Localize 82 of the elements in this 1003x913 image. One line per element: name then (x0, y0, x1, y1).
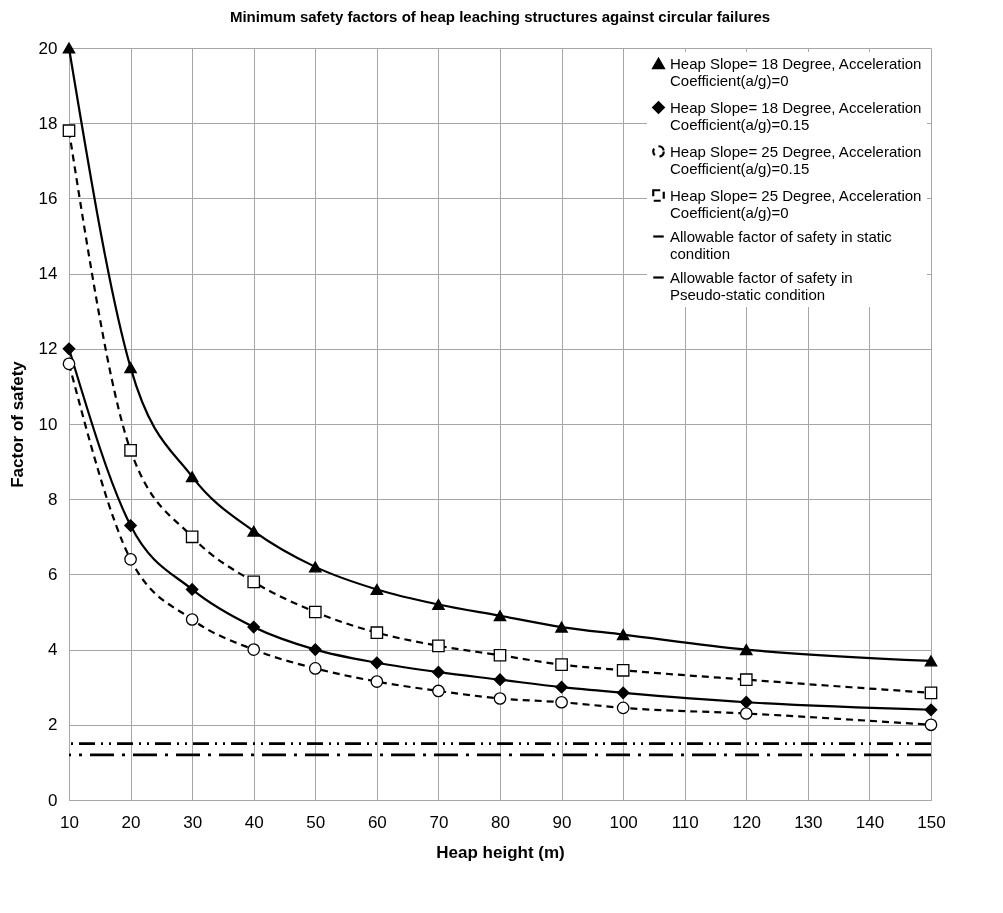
point (616, 663, 630, 677)
y-tick-label: 10 (38, 414, 58, 434)
point (432, 639, 445, 653)
x-tick-label: 60 (367, 812, 387, 832)
point (247, 643, 261, 656)
point (370, 656, 384, 670)
x-tick-label: 130 (794, 812, 823, 832)
y-tick-label: 2 (48, 715, 58, 735)
legend-label: Heap Slope= 25 Degree, Acceleration Coefficient(a/g)=0 (670, 186, 922, 221)
point (739, 673, 753, 687)
x-axis-title: Heap height (m) (436, 842, 565, 862)
point (493, 692, 507, 705)
point (739, 644, 753, 656)
y-tick-label: 6 (48, 564, 58, 584)
point (370, 675, 384, 688)
y-tick-label: 4 (48, 640, 58, 660)
point (924, 686, 938, 700)
y-tick-label: 0 (48, 790, 58, 810)
point (247, 525, 261, 537)
x-tick-label: 150 (917, 812, 946, 832)
point (924, 718, 938, 732)
point (924, 655, 938, 667)
x-tick-label: 90 (552, 812, 572, 832)
point (62, 42, 76, 54)
x-tick-label: 100 (609, 812, 638, 832)
point (185, 471, 199, 483)
point (432, 684, 445, 698)
point (432, 598, 445, 611)
point (308, 643, 322, 656)
legend-label: Heap Slope= 18 Degree, Acceleration Coefficient(a/g)=0.15 (670, 98, 922, 133)
x-tick-label: 50 (306, 812, 326, 832)
x-tick-label: 80 (491, 812, 510, 832)
point (924, 703, 938, 717)
point (616, 628, 630, 641)
point (247, 575, 261, 589)
point (124, 443, 137, 457)
point (493, 610, 507, 622)
point (493, 673, 507, 687)
point (247, 620, 261, 634)
x-tick-label: 120 (732, 812, 761, 832)
point (124, 553, 137, 566)
point (555, 658, 568, 671)
point (370, 626, 384, 640)
point (739, 695, 753, 709)
point (370, 583, 384, 596)
legend-label: Heap Slope= 25 Degree, Acceleration Coefficient(a/g)=0.15 (670, 142, 922, 177)
y-tick-label: 18 (38, 113, 58, 133)
x-tick-label: 30 (183, 812, 203, 832)
point (185, 583, 199, 596)
y-tick-label: 14 (38, 264, 58, 284)
point (62, 357, 76, 371)
point (739, 707, 753, 720)
legend-label: Heap Slope= 18 Degree, Acceleration Coefficient(a/g)=0 (670, 54, 922, 89)
chart-title: Minimum safety factors of heap leaching structures against circular failures (229, 8, 771, 25)
x-tick-label: 20 (121, 812, 141, 832)
x-tick-label: 110 (671, 812, 699, 832)
point (124, 362, 137, 374)
point (616, 686, 630, 700)
point (308, 561, 322, 573)
y-tick-label: 20 (38, 38, 58, 58)
point (616, 701, 630, 715)
point (493, 648, 507, 662)
x-tick-label: 40 (244, 812, 264, 832)
y-tick-label: 8 (48, 489, 58, 509)
point (185, 530, 199, 544)
point (555, 621, 568, 633)
x-tick-label: 140 (855, 812, 885, 832)
point (185, 613, 199, 626)
point (555, 695, 568, 709)
legend-label: Allowable factor of safety in Pseudo-static condition (670, 268, 853, 303)
point (555, 680, 568, 694)
point (62, 124, 76, 138)
point (62, 342, 76, 356)
point (124, 519, 137, 532)
point (432, 665, 445, 679)
y-tick-label: 16 (38, 188, 58, 208)
point (308, 605, 322, 619)
x-tick-label: 70 (429, 812, 449, 832)
y-axis-title: Factor of safety (7, 360, 27, 488)
y-tick-label: 12 (38, 339, 58, 359)
point (308, 662, 322, 675)
legend-label: Allowable factor of safety in static condition (670, 227, 893, 262)
